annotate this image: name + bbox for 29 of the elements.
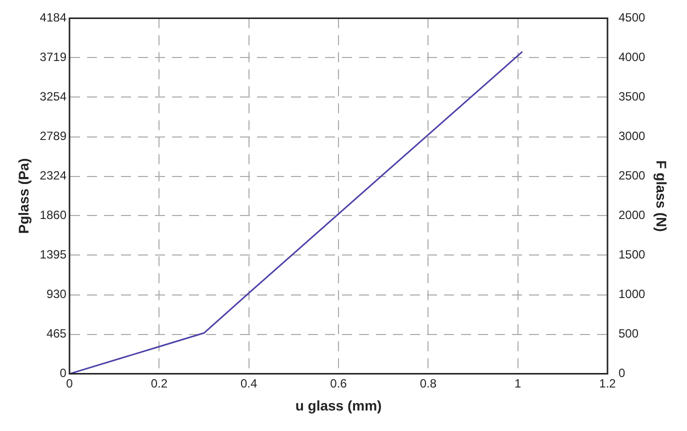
y-tick-label: 1395: [40, 248, 67, 262]
x-tick-label: 0.4: [240, 376, 258, 390]
x-axis-title: u glass (mm): [295, 397, 382, 414]
y-tick-label: 1860: [40, 208, 67, 222]
x-tick-label: 0.6: [330, 376, 348, 390]
y2-tick-label: 500: [618, 326, 639, 341]
y-tick-label: 4184: [40, 10, 67, 25]
y2-tick-label: 4000: [618, 50, 646, 64]
y2-tick-label: 3000: [618, 129, 646, 144]
y-tick-label: 0: [60, 366, 67, 380]
y2-tick-label: 1000: [618, 287, 646, 302]
y-axis-title: Pglass (Pa): [15, 158, 32, 234]
y-tick-label: 3254: [40, 90, 67, 104]
y2-tick-label: 2000: [618, 208, 646, 222]
y-tick-label: 2789: [40, 129, 67, 144]
x-tick-label: 0.8: [420, 376, 437, 390]
y-tick-label: 2324: [40, 168, 67, 183]
x-tick-label: 1: [514, 376, 522, 390]
x-tick-label: 1.2: [599, 376, 616, 390]
y2-tick-label: 3500: [618, 90, 646, 104]
y2-tick-label: 0: [618, 366, 626, 380]
y2-tick-label: 1500: [618, 248, 646, 262]
y2-tick-label: 4500: [618, 10, 646, 25]
x-tick-label: 0.2: [150, 376, 168, 390]
y2-tick-label: 2500: [618, 168, 646, 183]
y-tick-label: 930: [46, 287, 67, 302]
y-tick-label: 3719: [40, 50, 67, 64]
y2-axis-title: F glass (N): [654, 160, 670, 232]
y-tick-label: 465: [46, 326, 67, 341]
